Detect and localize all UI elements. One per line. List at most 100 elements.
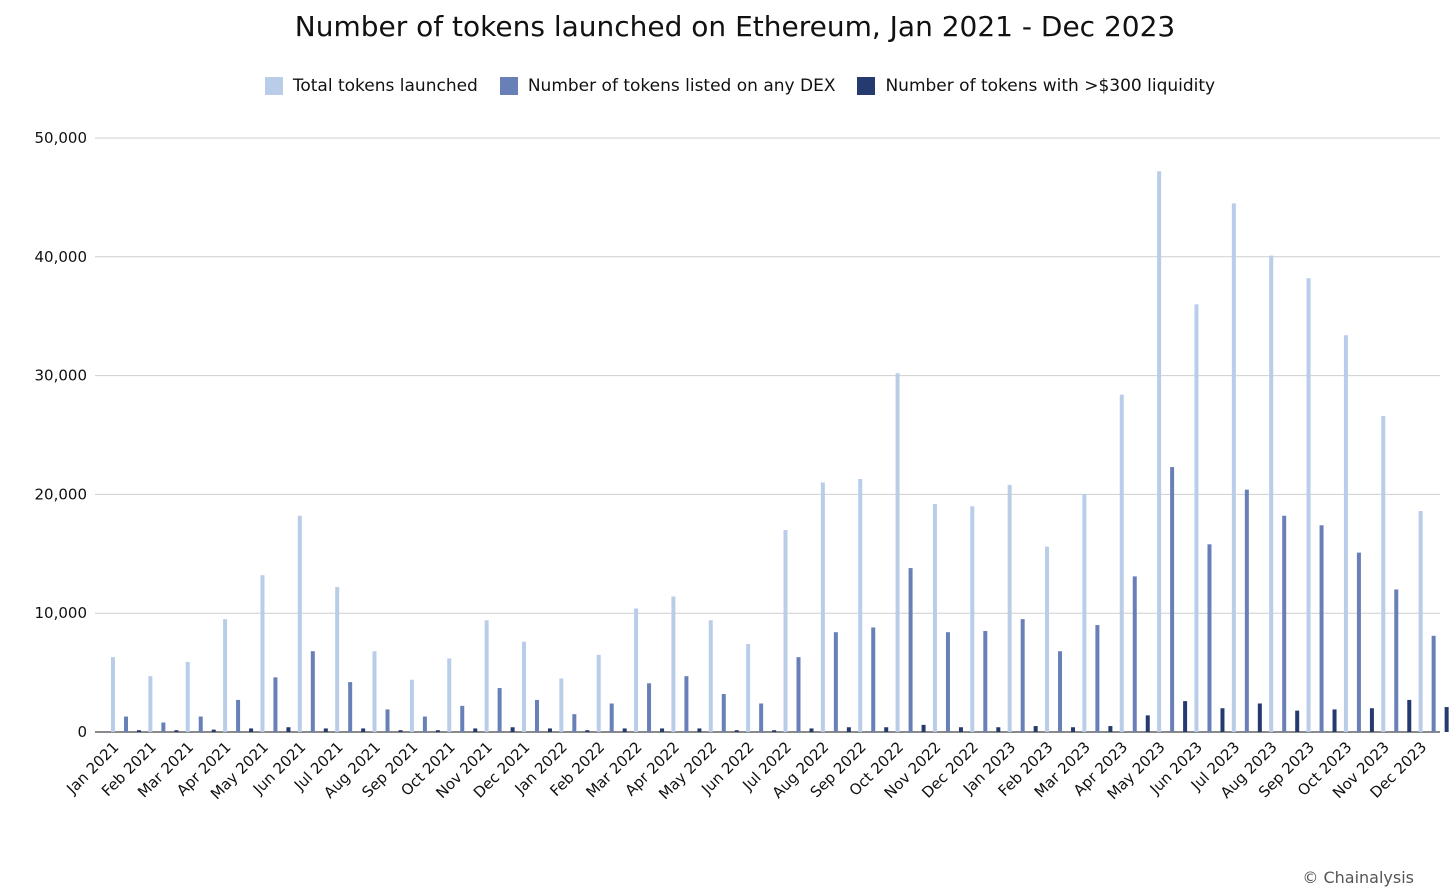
bar-liquidity[interactable] xyxy=(286,727,291,732)
bar-liquidity[interactable] xyxy=(958,727,963,732)
bar-total[interactable] xyxy=(148,676,153,732)
bar-dex[interactable] xyxy=(871,627,876,732)
bar-liquidity[interactable] xyxy=(435,730,440,732)
bar-liquidity[interactable] xyxy=(361,728,366,732)
bar-dex[interactable] xyxy=(460,705,465,732)
bar-total[interactable] xyxy=(1381,415,1386,732)
bar-liquidity[interactable] xyxy=(884,727,889,732)
bar-dex[interactable] xyxy=(1058,651,1063,732)
bar-dex[interactable] xyxy=(1394,589,1399,732)
bar-dex[interactable] xyxy=(1170,467,1175,732)
bar-liquidity[interactable] xyxy=(1369,708,1374,732)
bar-total[interactable] xyxy=(1157,171,1162,732)
bar-liquidity[interactable] xyxy=(996,727,1001,732)
bar-total[interactable] xyxy=(1306,278,1311,732)
bar-total[interactable] xyxy=(671,596,676,732)
bar-total[interactable] xyxy=(820,482,825,732)
bar-dex[interactable] xyxy=(1095,625,1100,732)
bar-dex[interactable] xyxy=(1282,515,1287,732)
legend-item-dex[interactable]: Number of tokens listed on any DEX xyxy=(499,76,835,96)
bar-liquidity[interactable] xyxy=(809,728,814,732)
bar-liquidity[interactable] xyxy=(1183,701,1188,732)
bar-total[interactable] xyxy=(372,651,377,732)
bar-total[interactable] xyxy=(111,657,115,732)
bar-dex[interactable] xyxy=(983,631,988,732)
bar-dex[interactable] xyxy=(124,716,128,732)
bar-total[interactable] xyxy=(409,679,414,732)
bar-liquidity[interactable] xyxy=(1145,715,1150,732)
bar-dex[interactable] xyxy=(1207,544,1212,732)
bar-liquidity[interactable] xyxy=(1071,727,1076,732)
bar-liquidity[interactable] xyxy=(1295,710,1300,732)
bar-dex[interactable] xyxy=(497,688,502,732)
bar-liquidity[interactable] xyxy=(174,730,179,732)
bar-dex[interactable] xyxy=(161,722,166,732)
bar-dex[interactable] xyxy=(833,632,838,732)
bar-dex[interactable] xyxy=(609,703,614,732)
bar-total[interactable] xyxy=(708,620,713,732)
bar-total[interactable] xyxy=(1007,484,1012,732)
bar-total[interactable] xyxy=(484,620,489,732)
bar-dex[interactable] xyxy=(534,699,539,732)
bar-total[interactable] xyxy=(1269,255,1274,732)
bar-dex[interactable] xyxy=(721,693,726,732)
bar-dex[interactable] xyxy=(310,651,315,732)
bar-dex[interactable] xyxy=(1132,576,1137,732)
bar-total[interactable] xyxy=(447,658,452,732)
bar-total[interactable] xyxy=(1194,304,1199,732)
bar-dex[interactable] xyxy=(1319,525,1324,732)
bar-liquidity[interactable] xyxy=(137,730,141,732)
bar-liquidity[interactable] xyxy=(697,728,702,732)
bar-dex[interactable] xyxy=(1244,489,1249,732)
bar-dex[interactable] xyxy=(796,657,801,732)
bar-total[interactable] xyxy=(297,515,302,732)
bar-dex[interactable] xyxy=(945,632,950,732)
bar-dex[interactable] xyxy=(422,716,427,732)
bar-total[interactable] xyxy=(970,506,975,732)
bar-total[interactable] xyxy=(521,641,526,732)
bar-total[interactable] xyxy=(1343,335,1348,732)
bar-liquidity[interactable] xyxy=(846,727,851,732)
legend-item-liquidity[interactable]: Number of tokens with >$300 liquidity xyxy=(857,76,1215,96)
bar-dex[interactable] xyxy=(348,682,353,732)
bar-dex[interactable] xyxy=(647,683,652,732)
bar-liquidity[interactable] xyxy=(1332,709,1337,732)
legend-item-total[interactable]: Total tokens launched xyxy=(264,76,478,96)
bar-total[interactable] xyxy=(1231,203,1236,733)
bar-liquidity[interactable] xyxy=(734,730,739,732)
bar-liquidity[interactable] xyxy=(1444,707,1449,732)
bar-liquidity[interactable] xyxy=(1407,699,1412,732)
bar-total[interactable] xyxy=(1119,394,1124,732)
bar-dex[interactable] xyxy=(908,568,913,732)
bar-total[interactable] xyxy=(596,654,601,732)
bar-dex[interactable] xyxy=(385,709,390,732)
bar-dex[interactable] xyxy=(572,714,577,732)
bar-liquidity[interactable] xyxy=(547,728,552,732)
bar-liquidity[interactable] xyxy=(660,728,665,732)
bar-dex[interactable] xyxy=(759,703,764,732)
bar-total[interactable] xyxy=(260,575,265,732)
bar-total[interactable] xyxy=(559,678,564,732)
bar-liquidity[interactable] xyxy=(585,730,590,732)
bar-liquidity[interactable] xyxy=(1108,726,1113,732)
bar-liquidity[interactable] xyxy=(921,724,926,732)
bar-total[interactable] xyxy=(932,503,937,732)
bar-liquidity[interactable] xyxy=(772,730,777,732)
bar-total[interactable] xyxy=(223,619,228,732)
bar-liquidity[interactable] xyxy=(323,728,328,732)
bar-total[interactable] xyxy=(1045,546,1050,732)
bar-dex[interactable] xyxy=(1356,552,1361,732)
bar-total[interactable] xyxy=(634,608,639,732)
bar-liquidity[interactable] xyxy=(249,728,254,732)
bar-total[interactable] xyxy=(1082,494,1087,732)
bar-total[interactable] xyxy=(746,644,751,732)
bar-total[interactable] xyxy=(335,587,340,732)
bar-total[interactable] xyxy=(1418,511,1423,732)
bar-liquidity[interactable] xyxy=(211,729,216,732)
bar-liquidity[interactable] xyxy=(622,728,627,732)
bar-dex[interactable] xyxy=(198,716,203,732)
bar-liquidity[interactable] xyxy=(473,728,478,732)
bar-dex[interactable] xyxy=(1431,635,1436,732)
bar-liquidity[interactable] xyxy=(1220,708,1225,732)
bar-dex[interactable] xyxy=(236,699,241,732)
